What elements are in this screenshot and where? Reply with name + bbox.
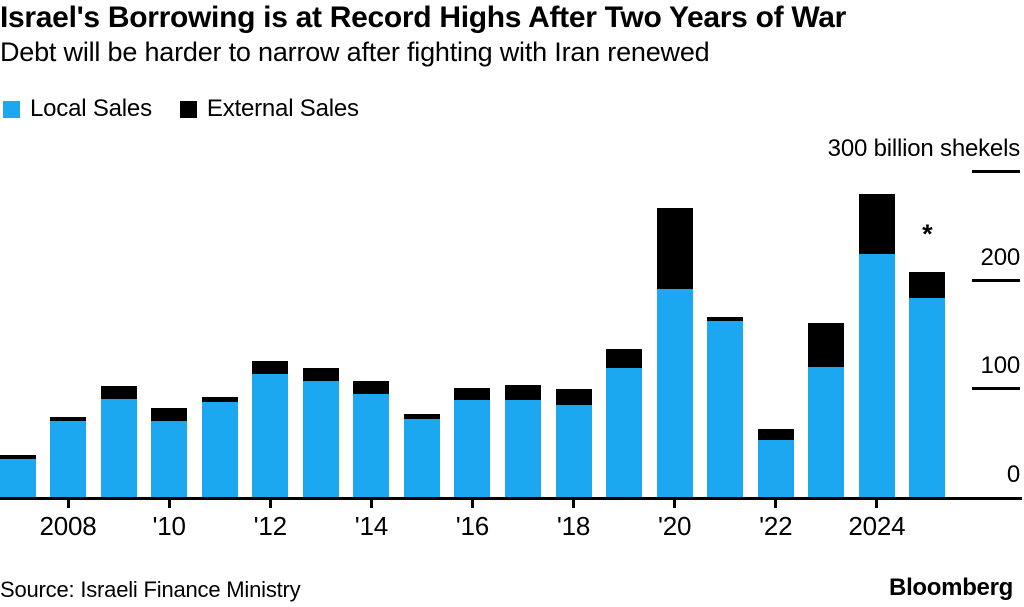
bar-2012 <box>252 361 289 499</box>
y-tick-label-0: 0 <box>1006 461 1020 488</box>
legend-swatch-icon <box>179 100 197 118</box>
x-tick-mark-2022 <box>774 500 778 508</box>
bar-segment-external-2010 <box>151 407 188 421</box>
legend-label: External Sales <box>206 95 359 122</box>
chart-title: Israel's Borrowing is at Record Highs Af… <box>0 1 847 34</box>
bar-2008 <box>50 416 87 499</box>
x-tick-mark-2014 <box>369 500 373 508</box>
bar-2009 <box>100 386 137 499</box>
bar-segment-local-2007 <box>0 458 36 499</box>
y-tick-dash-300 <box>972 170 1020 173</box>
y-tick-dash-100 <box>972 387 1020 391</box>
provisional-asterisk: * <box>922 219 933 250</box>
legend-swatch-icon <box>3 100 20 118</box>
bar-2013 <box>302 367 339 499</box>
x-tick-label-2010: '10 <box>152 511 186 541</box>
bar-segment-external-2013 <box>302 367 339 381</box>
x-tick-label-2020: '20 <box>657 511 692 541</box>
bar-segment-external-2007 <box>0 454 36 459</box>
bar-segment-external-2008 <box>50 416 87 421</box>
bar-segment-local-2020 <box>656 289 693 499</box>
bar-2023 <box>808 323 845 499</box>
legend-item-0: Local Sales <box>3 95 152 123</box>
bar-segment-external-2024 <box>858 193 895 254</box>
x-tick-mark-2018 <box>572 500 576 508</box>
legend-item-1: External Sales <box>179 95 359 123</box>
bar-segment-local-2021 <box>707 320 744 499</box>
x-tick-label-2012: '12 <box>253 511 287 541</box>
y-tick-label-300: 300 billion shekels <box>827 135 1021 162</box>
bar-segment-external-2009 <box>100 386 137 400</box>
x-tick-mark-2024 <box>875 500 879 508</box>
bar-2022 <box>757 428 794 499</box>
bar-2011 <box>201 397 238 499</box>
x-tick-label-2016: '16 <box>455 511 490 541</box>
bar-2016 <box>454 388 491 499</box>
bar-segment-local-2010 <box>151 420 188 499</box>
legend-label: Local Sales <box>30 95 152 122</box>
bar-2018 <box>555 389 592 499</box>
bar-segment-local-2009 <box>100 399 137 499</box>
bar-2021 <box>707 316 744 499</box>
bar-2017 <box>505 385 541 499</box>
bar-segment-local-2011 <box>201 402 238 499</box>
bar-2019 <box>606 349 643 499</box>
y-tick-label-200: 200 <box>980 243 1021 271</box>
bar-segment-local-2008 <box>50 420 87 499</box>
bar-2015 <box>403 414 440 499</box>
x-tick-label-2008: 2008 <box>39 511 97 541</box>
x-tick-mark-2020 <box>673 500 677 508</box>
bar-segment-local-2017 <box>505 400 541 499</box>
x-tick-label-2024: 2024 <box>848 511 906 541</box>
bar-segment-local-2025 <box>909 298 946 499</box>
bar-segment-external-2021 <box>707 316 744 321</box>
bar-segment-external-2011 <box>201 397 238 403</box>
x-tick-label-2014: '14 <box>354 511 388 541</box>
bar-segment-local-2016 <box>454 400 491 499</box>
bar-segment-external-2012 <box>252 361 289 375</box>
bar-segment-local-2014 <box>353 393 390 499</box>
bar-2020 <box>656 207 693 499</box>
x-tick-label-2018: '18 <box>556 511 591 541</box>
bar-segment-local-2013 <box>302 380 339 499</box>
bar-segment-external-2025 <box>909 272 946 299</box>
bar-2010 <box>151 407 188 499</box>
bar-segment-external-2015 <box>403 414 440 419</box>
x-tick-mark-2012 <box>268 500 272 508</box>
chart-legend: Local Sales External Sales <box>3 95 359 123</box>
chart-subtitle: Debt will be harder to narrow after figh… <box>0 37 710 67</box>
bar-segment-local-2012 <box>252 374 289 499</box>
bar-segment-external-2019 <box>606 349 643 368</box>
bloomberg-logo: Bloomberg <box>889 574 1013 601</box>
y-tick-dash-200 <box>972 278 1020 282</box>
bar-segment-local-2019 <box>606 367 643 499</box>
bar-segment-local-2022 <box>757 440 794 499</box>
bar-segment-local-2015 <box>403 418 440 499</box>
y-tick-label-100: 100 <box>980 352 1021 380</box>
x-tick-mark-2008 <box>66 500 70 508</box>
bar-segment-local-2018 <box>555 404 592 499</box>
bar-2025 <box>909 272 946 499</box>
bar-2014 <box>353 380 390 499</box>
bar-segment-external-2022 <box>757 428 794 441</box>
bar-2024 <box>858 193 895 499</box>
bar-segment-external-2023 <box>808 323 845 367</box>
source-text: Source: Israeli Finance Ministry <box>0 577 301 602</box>
bar-2007 <box>0 454 36 499</box>
bar-segment-external-2018 <box>555 389 592 405</box>
x-tick-mark-2016 <box>470 500 474 508</box>
bar-segment-local-2023 <box>808 366 845 499</box>
x-tick-mark-2010 <box>167 500 171 508</box>
x-tick-label-2022: '22 <box>759 511 793 541</box>
x-axis-line <box>0 497 1022 500</box>
bar-segment-external-2016 <box>454 388 491 401</box>
bar-segment-external-2014 <box>353 380 390 394</box>
bar-segment-external-2017 <box>505 385 541 401</box>
bar-segment-external-2020 <box>656 207 693 290</box>
bar-segment-local-2024 <box>858 253 895 499</box>
